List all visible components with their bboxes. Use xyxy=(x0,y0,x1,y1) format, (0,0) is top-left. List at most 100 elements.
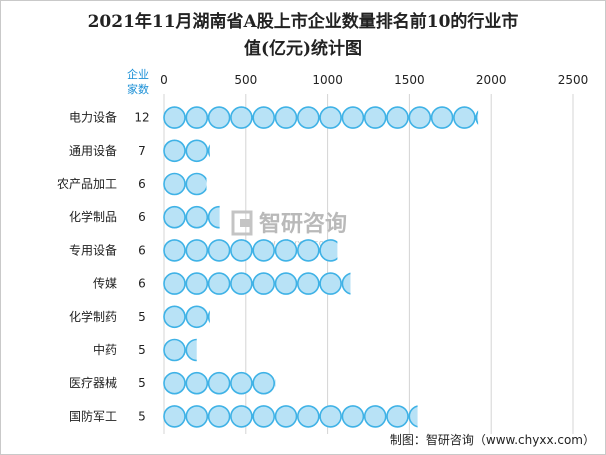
bubble-mark xyxy=(453,106,476,129)
value-bar xyxy=(163,139,542,163)
count-label: 6 xyxy=(138,177,146,191)
count-label: 5 xyxy=(138,409,146,423)
bubble-mark xyxy=(253,174,274,195)
bubble-mark xyxy=(342,340,363,361)
bubble-mark xyxy=(231,174,252,195)
bubble-mark xyxy=(207,310,210,324)
count-label: 12 xyxy=(134,111,149,125)
bubble-mark xyxy=(387,340,408,361)
bubble-mark xyxy=(230,272,253,295)
bubble-mark xyxy=(274,106,298,129)
bubble-mark xyxy=(163,106,186,129)
bubble-mark xyxy=(565,174,586,195)
bubble-mark xyxy=(274,379,276,387)
bubble-mark xyxy=(163,139,186,163)
bubble-mark xyxy=(163,305,186,329)
bubble-mark xyxy=(163,272,186,295)
bubble-mark xyxy=(432,306,453,327)
bubble-mark xyxy=(365,174,386,195)
bubble-mark xyxy=(298,373,319,394)
bubble-mark xyxy=(209,340,230,361)
bubble-mark xyxy=(432,174,453,195)
bubble-mark xyxy=(185,305,209,329)
chart-row: 医疗器械 5 xyxy=(69,371,586,395)
bubble-mark xyxy=(163,371,186,395)
bubble-mark xyxy=(521,174,542,195)
bubble-mark xyxy=(543,306,564,327)
bubble-mark xyxy=(543,340,564,361)
chart-title: 2021年11月湖南省A股上市企业数量排名前10的行业市 值(亿元)统计图 xyxy=(1,9,605,63)
bubble-mark xyxy=(252,272,276,295)
bubble-mark xyxy=(476,406,497,427)
count-label: 5 xyxy=(138,310,146,324)
bubble-mark xyxy=(476,207,497,228)
category-label: 农产品加工 xyxy=(57,177,117,191)
bubble-mark xyxy=(521,373,542,394)
bubble-mark xyxy=(521,140,542,161)
bubble-mark xyxy=(543,273,564,294)
bubble-mark xyxy=(454,207,475,228)
bubble-mark xyxy=(432,406,453,427)
bubble-mark xyxy=(363,106,387,129)
bubble-mark xyxy=(521,306,542,327)
bubble-mark xyxy=(298,340,319,361)
bubble-mark xyxy=(296,405,320,428)
bubble-mark xyxy=(253,306,274,327)
bubble-mark xyxy=(409,140,430,161)
bubble-mark xyxy=(409,207,430,228)
chart-row: 中药 5 xyxy=(93,338,564,362)
value-bar xyxy=(163,272,564,295)
bubble-mark xyxy=(342,140,363,161)
bubble-mark xyxy=(387,273,408,294)
bubble-mark xyxy=(342,174,363,195)
value-bar xyxy=(163,239,475,262)
bubble-mark xyxy=(565,207,586,228)
bubble-mark xyxy=(185,371,209,395)
bubble-mark xyxy=(276,306,297,327)
bubble-mark xyxy=(432,373,453,394)
source-note: 制图：智研咨询（www.chyxx.com） xyxy=(389,433,595,447)
count-label: 7 xyxy=(138,144,146,158)
count-header-line1: 企业 xyxy=(127,67,149,81)
bubble-mark xyxy=(432,273,453,294)
bubble-mark xyxy=(320,140,341,161)
x-tick-label: 2500 xyxy=(558,73,589,87)
bubble-mark xyxy=(207,272,231,295)
chart-title-line2: 值(亿元)统计图 xyxy=(243,39,363,59)
bubble-mark xyxy=(454,240,475,261)
bubble-mark xyxy=(521,273,542,294)
bubble-mark xyxy=(476,306,497,327)
bubble-mark xyxy=(409,340,430,361)
bubble-mark xyxy=(207,371,231,395)
bubble-mark xyxy=(185,239,209,262)
bubble-mark xyxy=(565,406,586,427)
bubble-mark xyxy=(409,240,430,261)
bubble-mark xyxy=(454,373,475,394)
bubble-mark xyxy=(409,174,430,195)
bubble-mark xyxy=(499,340,520,361)
bubble-mark xyxy=(499,373,520,394)
bubble-mark xyxy=(298,140,319,161)
x-tick-label: 2000 xyxy=(476,73,507,87)
bubble-mark xyxy=(543,207,564,228)
bubble-mark xyxy=(320,306,341,327)
bubble-mark xyxy=(185,172,207,196)
count-label: 6 xyxy=(138,243,146,257)
category-label: 中药 xyxy=(93,342,117,357)
bubble-mark xyxy=(342,373,363,394)
bubble-mark xyxy=(565,373,586,394)
bubble-mark xyxy=(521,107,542,128)
bubble-mark xyxy=(408,405,418,428)
bubble-mark xyxy=(185,205,209,229)
bubble-mark xyxy=(365,340,386,361)
bubble-mark xyxy=(387,373,408,394)
bubble-mark xyxy=(276,140,297,161)
bubble-mark xyxy=(163,205,186,229)
category-label: 电力设备 xyxy=(69,111,117,125)
bubble-mark xyxy=(365,373,386,394)
bubble-mark xyxy=(454,306,475,327)
bubble-mark xyxy=(296,106,320,129)
category-label: 专用设备 xyxy=(69,242,117,257)
count-header-line2: 家数 xyxy=(127,82,149,96)
